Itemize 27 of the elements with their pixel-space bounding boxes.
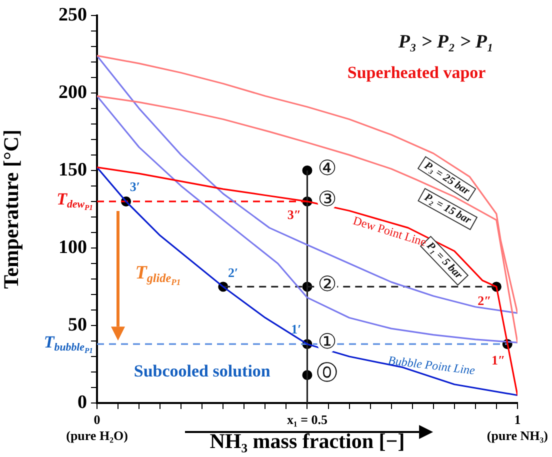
x-axis-title: NH₃ mass fraction [−] <box>210 428 405 453</box>
text: P₁ = 5 bar <box>424 240 466 282</box>
annotation: ① <box>318 330 337 354</box>
x-tick-label: x₁ = 0.5 <box>286 412 328 428</box>
annotation: 2′ <box>228 265 238 280</box>
annotation: P₃ > P₂ > P₁ <box>397 31 494 52</box>
x-tick-label: 0 (pure H₂O) <box>66 412 128 443</box>
annotation: Superheated vapor <box>347 62 486 82</box>
y-tick-label: 200 <box>58 82 87 103</box>
annotation: 2″ <box>478 293 492 308</box>
y-tick-label: 0 <box>78 392 87 413</box>
y-tick-label: 150 <box>58 159 87 180</box>
annotation: 1″ <box>492 352 506 368</box>
annotation: 3′ <box>130 178 140 194</box>
annotation: Subcooled solution <box>134 361 271 380</box>
annotation: 1′ <box>291 321 302 336</box>
y-tick-label: 100 <box>58 236 87 258</box>
annotation: ④ <box>318 156 337 180</box>
annotation: ② <box>318 272 337 296</box>
y-tick-label: 50 <box>68 314 87 336</box>
annotation: ⓪ <box>316 360 338 385</box>
annotation: Bubble Point Line <box>387 353 476 378</box>
annotation: 3″ <box>287 206 302 222</box>
y-axis-title: Temperature [°C] <box>0 129 24 289</box>
y-tick-label: 250 <box>58 4 87 26</box>
annotation: ③ <box>318 186 337 211</box>
x-tick-label: 1 (pure NH₃) <box>486 412 548 443</box>
